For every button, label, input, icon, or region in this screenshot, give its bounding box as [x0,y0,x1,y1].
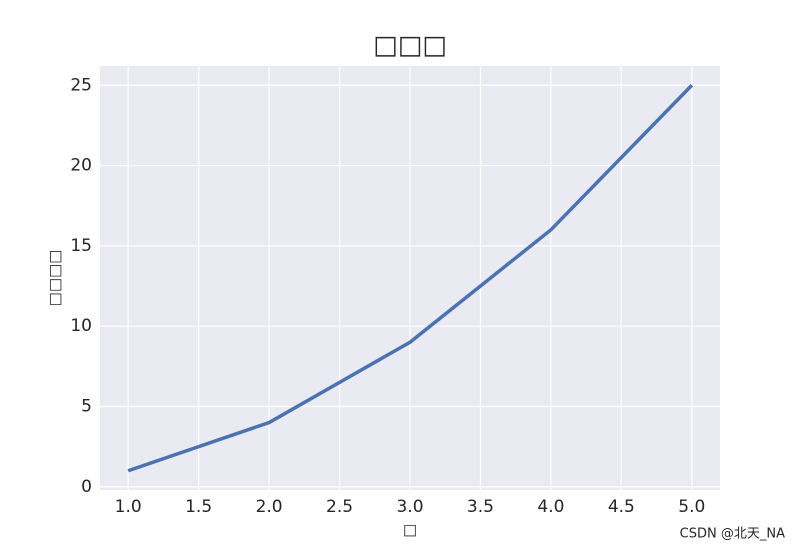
x-tick-label: 1.5 [185,497,212,517]
y-tick-label: 0 [81,477,92,497]
x-tick-label: 3.5 [467,497,494,517]
x-tick-label: 1.0 [115,497,142,517]
x-tick-label: 4.5 [608,497,635,517]
x-tick-label: 3.0 [396,497,423,517]
y-tick-label: 15 [70,236,92,256]
x-tick-label: 4.0 [537,497,564,517]
y-axis-label: □□□□ [46,250,64,307]
watermark: CSDN @北天_NA [680,527,785,542]
y-tick-label: 10 [70,316,92,336]
chart-title: □□□ [373,31,447,61]
line-series [127,84,694,473]
y-tick-label: 25 [70,75,92,95]
x-axis-label: □ [403,521,417,539]
y-tick-label: 5 [81,396,92,416]
x-tick-label: 2.0 [256,497,283,517]
x-tick-label: 2.5 [326,497,353,517]
x-tick-label: 5.0 [678,497,705,517]
y-tick-label: 20 [70,156,92,176]
